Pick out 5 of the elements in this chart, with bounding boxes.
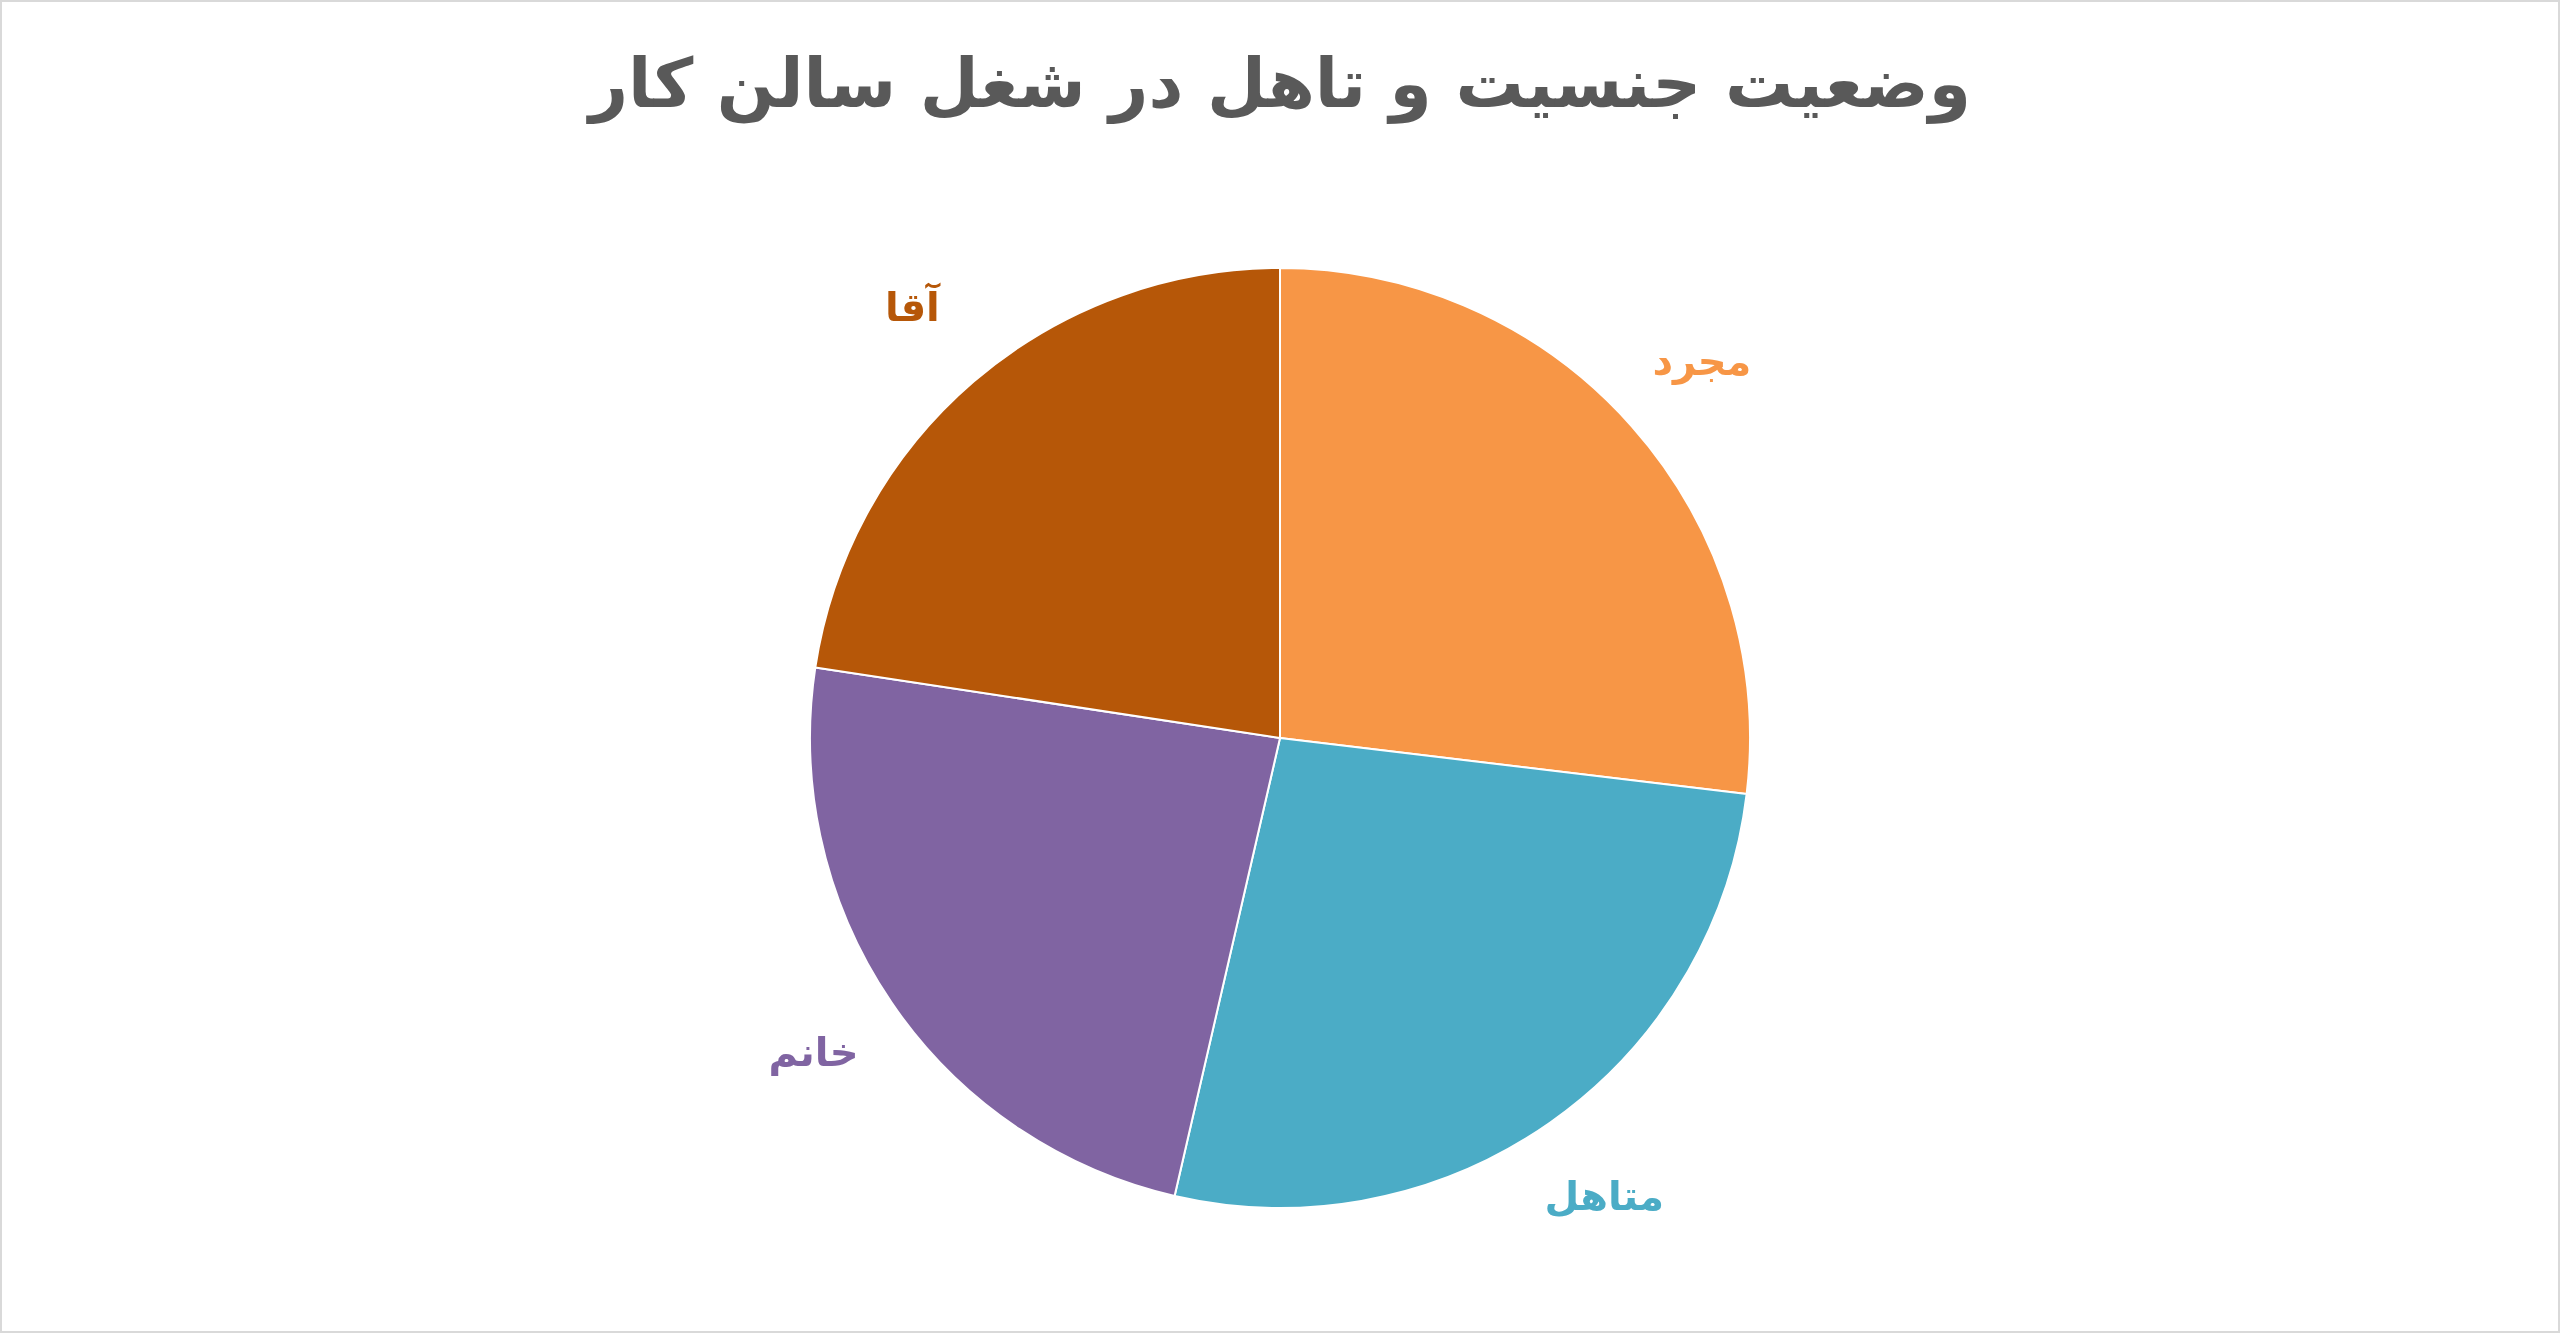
slice-label: مجرد bbox=[1652, 337, 1752, 385]
slice-label: متاهل bbox=[1544, 1173, 1665, 1220]
slice-label: آقا bbox=[884, 282, 942, 331]
slice-label: خانم bbox=[768, 1029, 859, 1077]
chart-title: وضعیت جنسیت و تاهل در شغل سالن کار bbox=[585, 43, 1972, 124]
